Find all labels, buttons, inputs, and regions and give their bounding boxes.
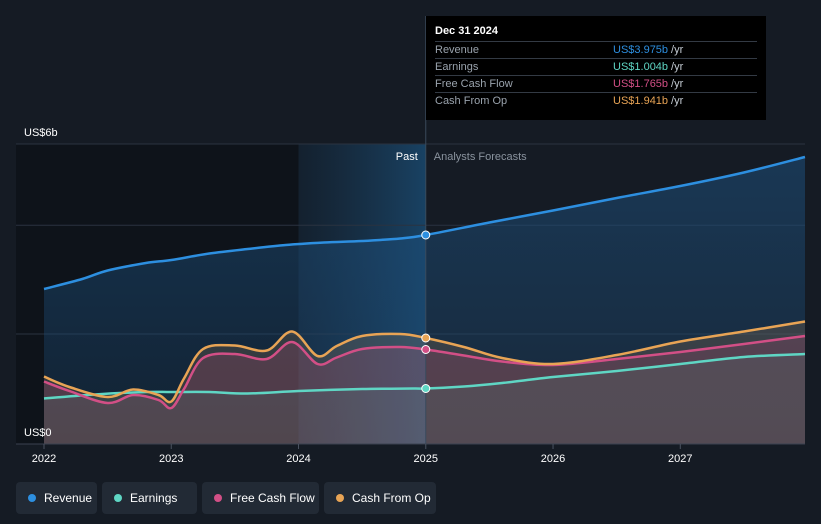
tooltip-row-cash-from-op: Cash From Op US$1.941b/yr [435, 92, 757, 109]
tooltip-value-number: US$1.941b [613, 95, 669, 107]
legend-item-free-cash-flow[interactable]: Free Cash Flow [202, 482, 319, 514]
marker-earnings [421, 384, 431, 393]
tooltip-date: Dec 31 2024 [435, 25, 498, 37]
legend-dot-icon [336, 494, 344, 502]
area-cash-from-op [44, 321, 805, 444]
tooltip-unit: /yr [671, 44, 684, 56]
tooltip-label: Revenue [435, 44, 480, 56]
legend-label: Cash From Op [352, 491, 431, 505]
legend-label: Free Cash Flow [230, 491, 315, 505]
tooltip-value: US$1.765b/yr [613, 78, 683, 90]
area-earnings [44, 354, 805, 444]
line-revenue [43, 155, 806, 291]
marker-cash-from-op [421, 333, 431, 343]
tooltip-unit: /yr [671, 61, 684, 73]
tooltip-value-number: US$3.975b [613, 44, 669, 56]
tooltip-value: US$1.941b/yr [613, 95, 683, 107]
tooltip-row-earnings: Earnings US$1.004b/yr [435, 58, 757, 75]
tooltip-value-number: US$1.765b [613, 78, 669, 90]
y-axis-bottom-label: US$0 [24, 427, 52, 439]
tooltip-value: US$1.004b/yr [613, 61, 683, 73]
x-axis-ticks: 2022 2023 2024 2025 2026 2027 [32, 444, 693, 465]
tooltip-row-free-cash-flow: Free Cash Flow US$1.765b/yr [435, 75, 757, 92]
tooltip-value-number: US$1.004b [613, 61, 669, 73]
highlight-markers [421, 230, 431, 393]
legend-item-revenue[interactable]: Revenue [16, 482, 97, 514]
line-earnings [43, 352, 806, 400]
legend-item-earnings[interactable]: Earnings [102, 482, 197, 514]
tooltip-label: Earnings [435, 61, 479, 73]
marker-revenue [421, 230, 431, 240]
series-lines [43, 155, 806, 410]
tooltip-label: Cash From Op [435, 95, 508, 107]
x-tick-label: 2022 [32, 453, 56, 465]
x-tick-label: 2027 [668, 453, 692, 465]
tooltip-unit: /yr [671, 78, 684, 90]
tooltip: Dec 31 2024 Revenue US$3.975b/yr Earning… [426, 16, 766, 120]
tooltip-label: Free Cash Flow [435, 78, 513, 90]
tooltip-unit: /yr [671, 95, 684, 107]
x-tick-label: 2024 [286, 453, 310, 465]
tooltip-value: US$3.975b/yr [613, 44, 683, 56]
marker-free-cash-flow [421, 345, 431, 354]
legend-label: Earnings [130, 491, 178, 505]
line-cash-from-op [43, 320, 806, 404]
tooltip-row-revenue: Revenue US$3.975b/yr [435, 41, 757, 58]
legend-label: Revenue [44, 491, 93, 505]
y-axis-top-label: US$6b [24, 127, 58, 139]
x-tick-label: 2025 [414, 453, 438, 465]
legend-dot-icon [28, 494, 36, 502]
x-tick-label: 2026 [541, 453, 565, 465]
legend-item-cash-from-op[interactable]: Cash From Op [324, 482, 436, 514]
legend-dot-icon [114, 494, 122, 502]
legend-dot-icon [214, 494, 222, 502]
past-label: Past [396, 151, 418, 163]
x-tick-label: 2023 [159, 453, 183, 465]
line-free-cash-flow [43, 334, 806, 410]
forecast-label: Analysts Forecasts [434, 151, 527, 163]
